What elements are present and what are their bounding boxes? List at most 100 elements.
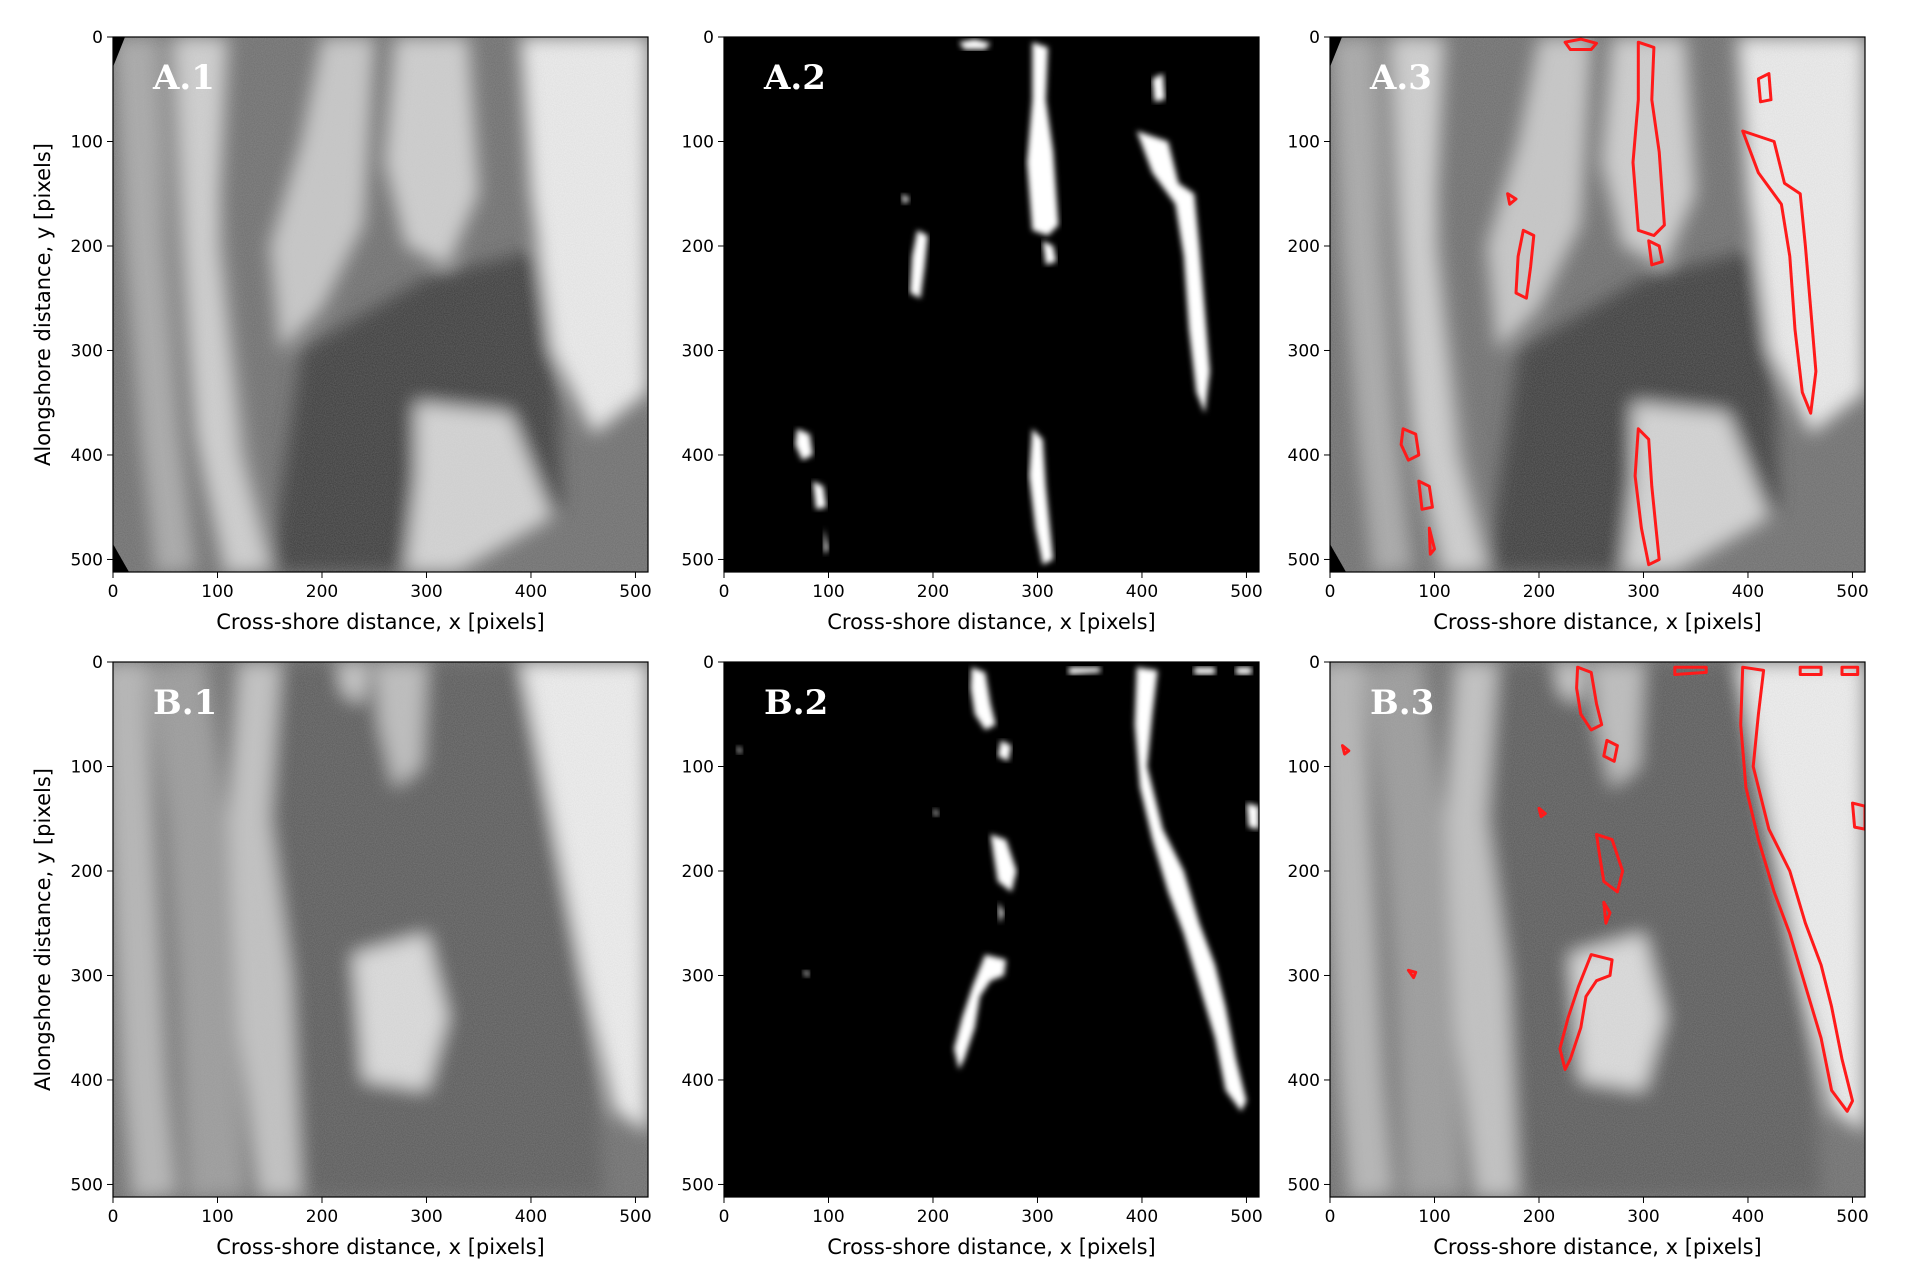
x-tick-label: 300 [410, 1207, 442, 1227]
foam-mask-blob [970, 667, 996, 730]
x-tick-label: 100 [1418, 582, 1450, 602]
x-tick-label: 0 [108, 1207, 119, 1227]
panel-label: A.2 [763, 58, 826, 98]
y-tick-label: 200 [1288, 862, 1320, 882]
foam-contour [1756, 72, 1773, 104]
x-tick-label: 200 [1523, 582, 1555, 602]
y-tick-label: 500 [682, 550, 714, 570]
foam-contour [1840, 665, 1860, 676]
x-axis-label: Cross-shore distance, x [pixels] [827, 1235, 1155, 1259]
panel-image [1330, 662, 1865, 1197]
foam-mask-blob [997, 740, 1012, 762]
y-tick-label: 500 [682, 1175, 714, 1195]
panel-A-1: A.10 100 200 300 400 5000100200300400500Cross… [31, 28, 652, 634]
foam-mask-blob [802, 970, 810, 978]
y-tick-label: 400 [1288, 446, 1320, 466]
y-tick-label: 500 [1288, 1175, 1320, 1195]
foam-contour [1563, 37, 1598, 51]
panel-image [724, 662, 1259, 1197]
x-tick-label: 0 [108, 582, 119, 602]
corner-mask [113, 544, 129, 572]
y-tick-label: 200 [71, 862, 103, 882]
foam-mask-blob [901, 193, 910, 205]
panel-label: A.1 [152, 58, 215, 98]
x-tick-label: 500 [619, 1207, 651, 1227]
y-tick-label: 300 [71, 341, 103, 361]
x-tick-label: 0 [719, 1207, 730, 1227]
x-tick-label: 400 [515, 582, 547, 602]
x-axis-label: Cross-shore distance, x [pixels] [1433, 610, 1761, 634]
foam-mask-blob [795, 428, 813, 461]
foam-contour [1399, 427, 1421, 462]
y-tick-label: 0 [92, 653, 103, 673]
x-tick-label: 200 [306, 582, 338, 602]
x-tick-label: 500 [1836, 1207, 1868, 1227]
panel-image [1330, 37, 1865, 572]
y-tick-label: 300 [1288, 966, 1320, 986]
y-tick-label: 100 [682, 132, 714, 152]
foam-contour [1798, 665, 1823, 676]
panel-label: B.3 [1370, 683, 1434, 723]
y-tick-label: 400 [1288, 1071, 1320, 1091]
foam-mask-blob [910, 230, 928, 299]
panel-A-2: A.20 100 200 300 400 5000100200300400500Cross… [682, 28, 1263, 634]
foam-contour [1406, 968, 1418, 980]
x-tick-label: 0 [1325, 1207, 1336, 1227]
x-tick-label: 100 [201, 582, 233, 602]
foam-contour [1631, 40, 1666, 237]
image-grain [113, 37, 648, 572]
foam-mask-blob [933, 808, 940, 817]
y-tick-label: 100 [71, 757, 103, 777]
foam-mask-blob [736, 745, 743, 754]
x-tick-label: 400 [515, 1207, 547, 1227]
foam-contour [1602, 900, 1612, 925]
axes-frame [723, 36, 1260, 573]
foam-mask-blob [1042, 240, 1057, 265]
x-axis-label: Cross-shore distance, x [pixels] [1433, 1235, 1761, 1259]
x-tick-label: 500 [1230, 582, 1262, 602]
foam-contour [1417, 479, 1434, 511]
foam-mask-blob [1236, 667, 1252, 675]
image-grain [1330, 662, 1865, 1197]
x-tick-label: 100 [812, 582, 844, 602]
panel-label: B.2 [764, 683, 828, 723]
image-grain [1330, 37, 1865, 572]
y-tick-label: 0 [1309, 653, 1320, 673]
foam-mask-blob [990, 834, 1017, 892]
foam-contour [1341, 744, 1351, 756]
foam-mask-blob [1152, 73, 1165, 102]
y-tick-label: 200 [1288, 237, 1320, 257]
y-tick-label: 500 [1288, 550, 1320, 570]
y-tick-label: 200 [682, 237, 714, 257]
x-tick-label: 300 [1021, 582, 1053, 602]
x-tick-label: 200 [1523, 1207, 1555, 1227]
corner-mask [1330, 544, 1346, 572]
corner-mask [113, 37, 125, 67]
x-tick-label: 200 [306, 1207, 338, 1227]
corner-mask [1330, 37, 1342, 67]
x-tick-label: 300 [1627, 1207, 1659, 1227]
y-tick-label: 0 [1309, 28, 1320, 48]
foam-contour [1514, 228, 1536, 300]
y-tick-label: 100 [1288, 132, 1320, 152]
x-tick-label: 400 [1126, 582, 1158, 602]
x-tick-label: 500 [1230, 1207, 1262, 1227]
x-tick-label: 400 [1126, 1207, 1158, 1227]
panel-image [113, 662, 648, 1197]
y-tick-label: 100 [71, 132, 103, 152]
foam-contour [1851, 801, 1865, 831]
panel-B-3: B.30 100 200 300 400 5000100200300400500Cross… [1288, 653, 1869, 1259]
y-tick-label: 300 [71, 966, 103, 986]
foam-contour [1647, 239, 1664, 267]
foam-mask-blob [1194, 667, 1216, 675]
x-axis-label: Cross-shore distance, x [pixels] [216, 610, 544, 634]
y-tick-label: 200 [71, 237, 103, 257]
x-tick-label: 200 [917, 1207, 949, 1227]
foam-contour [1595, 832, 1625, 894]
y-tick-label: 0 [92, 28, 103, 48]
foam-contour [1558, 953, 1614, 1071]
foam-mask-blob [1246, 803, 1259, 830]
foam-mask-blob [812, 481, 827, 510]
axes-frame [723, 661, 1260, 1198]
